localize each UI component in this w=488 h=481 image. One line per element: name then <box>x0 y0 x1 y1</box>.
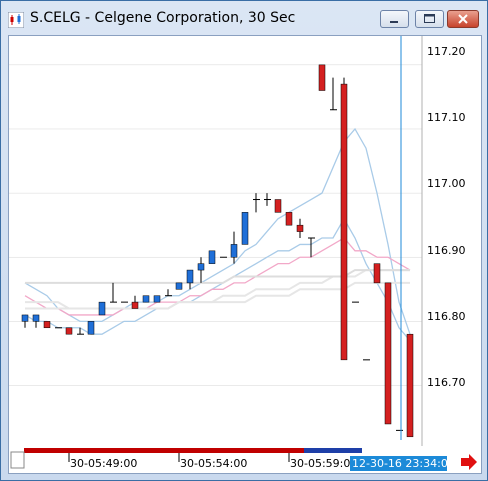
candle-body <box>131 301 139 309</box>
title-bar[interactable]: S.CELG - Celgene Corporation, 30 Sec <box>1 1 487 35</box>
candle-body <box>274 199 282 213</box>
crosshair-time-badge <box>350 456 447 471</box>
candle-body <box>65 327 73 335</box>
x-tick-label: 30-05:54:00 <box>180 457 247 470</box>
scroll-home-button[interactable] <box>10 451 25 469</box>
candle-body <box>32 314 40 322</box>
minimize-button[interactable] <box>380 10 409 28</box>
x-tick-label: 30-05:49:00 <box>70 457 137 470</box>
y-tick-label: 117.00 <box>427 177 466 190</box>
indicator-lines <box>24 127 411 342</box>
scrollbar-thumb[interactable] <box>304 448 362 453</box>
y-tick-label: 116.80 <box>427 310 466 323</box>
window-title: S.CELG - Celgene Corporation, 30 Sec <box>30 10 296 26</box>
candle-body <box>87 321 95 335</box>
candle-body <box>175 282 183 290</box>
candles <box>21 64 414 438</box>
minimize-icon <box>390 21 398 23</box>
crosshair-time-label: 12-30-16 23:34:00 <box>352 457 455 470</box>
candle-body <box>230 244 238 258</box>
candle-body <box>296 224 304 232</box>
scroll-right-arrow-icon[interactable] <box>461 454 477 470</box>
candle-body <box>186 269 194 284</box>
candle-body <box>43 321 51 329</box>
candle-body <box>21 314 29 322</box>
chart-area[interactable]: 117.20 117.10 117.00 116.90 116.80 116.7… <box>8 35 482 474</box>
candle-body <box>318 64 326 91</box>
close-icon <box>458 14 468 24</box>
x-tick-label: 30-05:59:00 <box>290 457 357 470</box>
chart-app-icon <box>8 12 24 28</box>
candle-body <box>241 212 249 245</box>
candle-body <box>285 212 293 226</box>
candle-body <box>208 250 216 264</box>
candle-body <box>153 295 161 303</box>
scrollbar-track[interactable] <box>24 448 317 453</box>
y-tick-label: 116.90 <box>427 244 466 257</box>
candle-body <box>384 282 392 425</box>
indicator-line <box>24 217 411 342</box>
candle-body <box>142 295 150 303</box>
y-tick-label: 116.70 <box>427 376 466 389</box>
indicator-line <box>24 127 411 335</box>
y-tick-label: 117.20 <box>427 45 466 58</box>
chart-grid <box>9 64 422 386</box>
candle-body <box>197 263 205 271</box>
candle-body <box>98 301 106 316</box>
candle-body <box>373 263 381 284</box>
y-tick-label: 117.10 <box>427 111 466 124</box>
restore-icon <box>424 14 435 23</box>
candlestick-chart[interactable]: 117.20 117.10 117.00 116.90 116.80 116.7… <box>9 36 481 473</box>
restore-button[interactable] <box>415 10 444 28</box>
candle-body <box>340 83 348 361</box>
close-button[interactable] <box>447 10 479 28</box>
candle-body <box>406 333 414 438</box>
